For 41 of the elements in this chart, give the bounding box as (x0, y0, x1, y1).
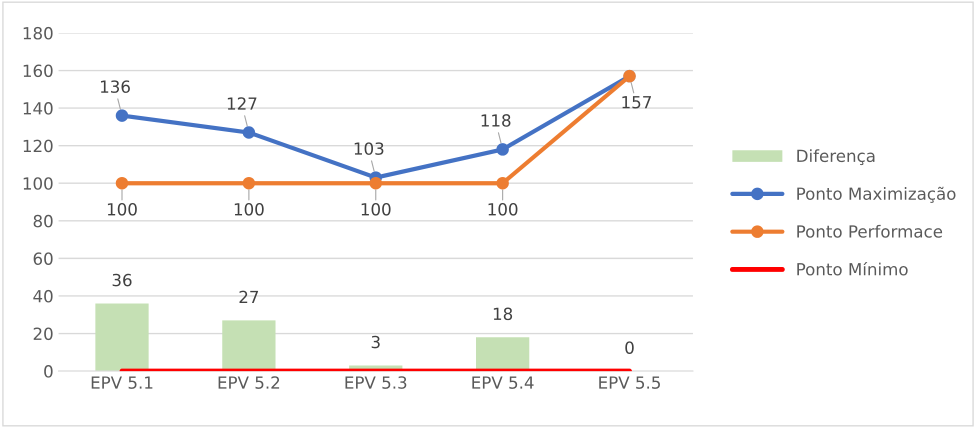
data-label: 18 (494, 308, 512, 320)
y-tick-label: 40 (33, 290, 53, 303)
data-label: 0 (625, 341, 634, 354)
data-label: 27 (239, 290, 258, 304)
data-label: 157 (622, 96, 651, 109)
y-tick-label: 180 (24, 26, 53, 40)
y-tick-label: 120 (24, 140, 53, 152)
y-tick-label: 60 (34, 252, 53, 265)
data-label: 127 (228, 97, 256, 110)
point (242, 176, 256, 190)
data-label: 36 (112, 274, 132, 286)
x-tick-label: EPV 5.3 (346, 376, 406, 389)
bar (95, 303, 149, 372)
y-tick-label: 0 (44, 365, 53, 378)
x-tick-label: EPV 5.5 (599, 376, 660, 389)
y-tick-label: 100 (24, 177, 53, 190)
data-label: 118 (482, 114, 510, 127)
point (116, 109, 128, 122)
x-tick-label: EPV 5.2 (218, 376, 280, 389)
x-tick-label: EPV 5.4 (472, 376, 534, 389)
data-label: 103 (354, 142, 384, 155)
legend-label: Ponto Mínimo (797, 262, 908, 276)
y-tick-label: 140 (24, 102, 53, 115)
x-tick-label: EPV 5.1 (92, 376, 152, 389)
data-label: 100 (234, 202, 264, 216)
data-label: 3 (372, 336, 380, 348)
y-tick-label: 160 (24, 64, 53, 78)
legend-label: Diferença (797, 149, 874, 166)
legend-label: Ponto Performace (797, 224, 942, 238)
point (496, 143, 509, 156)
data-label: 100 (108, 202, 137, 216)
y-tick-label: 80 (34, 214, 53, 228)
point (116, 176, 128, 190)
data-label: 100 (362, 202, 391, 216)
point (370, 176, 382, 190)
legend-label: Ponto Maximização (797, 186, 956, 203)
point (242, 126, 256, 139)
y-tick-label: 20 (34, 327, 53, 340)
data-label: 136 (100, 80, 130, 93)
point (496, 176, 509, 190)
data-label: 100 (488, 202, 518, 216)
